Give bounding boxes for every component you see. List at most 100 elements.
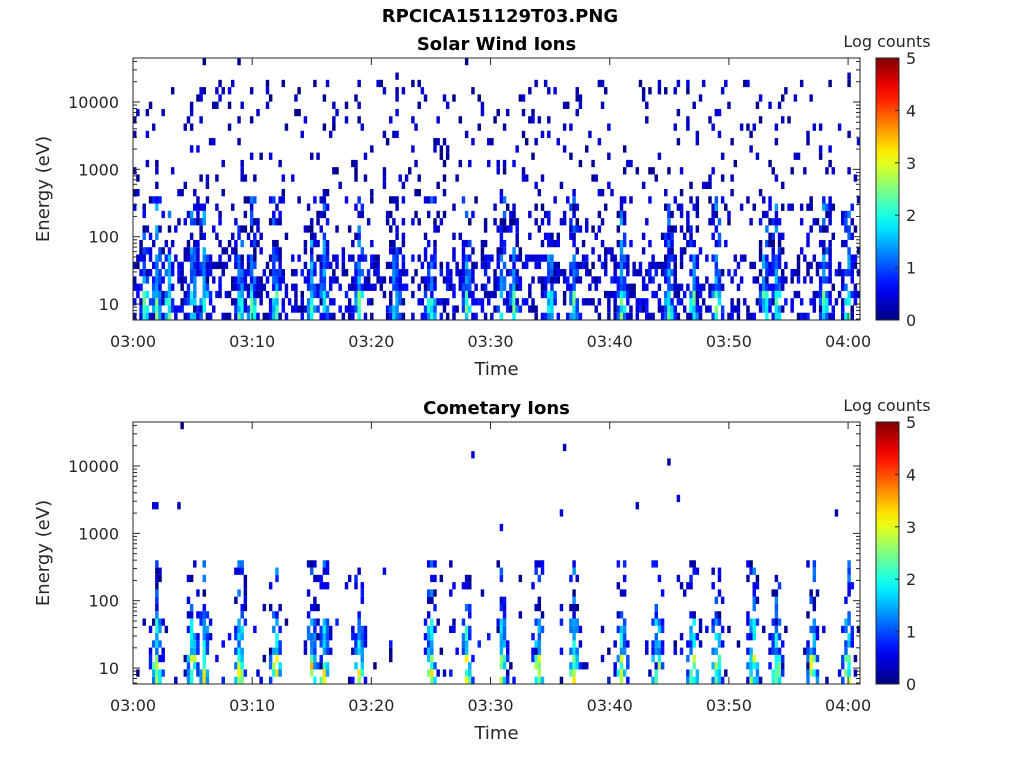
spectrogram-cell — [186, 596, 191, 604]
spectrogram-cell — [395, 72, 399, 80]
spectrogram-cell — [227, 312, 232, 320]
spectrogram-cell — [758, 247, 763, 255]
spectrogram-cell — [784, 298, 788, 306]
spectrogram-cell — [430, 647, 434, 655]
spectrogram-cell — [382, 290, 387, 299]
spectrogram-cell — [347, 254, 352, 262]
spectrogram-cell — [313, 596, 317, 604]
spectrogram-cell — [540, 218, 545, 226]
spectrogram-cell — [351, 312, 355, 320]
spectrogram-cell — [509, 283, 513, 291]
spectrogram-cell — [471, 451, 475, 459]
spectrogram-cell — [771, 247, 775, 255]
spectrogram-cell — [686, 79, 690, 88]
spectrogram-cell — [673, 196, 677, 204]
spectrogram-cell — [714, 108, 719, 117]
spectrogram-cell — [758, 116, 763, 124]
spectrogram-cell — [316, 618, 320, 626]
spectrogram-cell — [411, 218, 415, 226]
spectrogram-cell — [148, 101, 153, 109]
spectrogram-cell — [300, 305, 304, 313]
spectrogram-cell — [202, 574, 206, 583]
spectrogram-cell — [189, 603, 194, 612]
spectrogram-cell — [196, 640, 200, 648]
spectrogram-cell — [651, 640, 655, 648]
spectrogram-cell — [272, 269, 276, 277]
spectrogram-cell — [717, 589, 722, 597]
spectrogram-cell — [259, 298, 263, 306]
spectrogram-cell — [480, 589, 485, 597]
spectrogram-cell — [676, 283, 681, 291]
spectrogram-cell — [433, 138, 437, 146]
spectrogram-cell — [806, 138, 810, 146]
spectrogram-cell — [354, 305, 358, 313]
spectrogram-cell — [202, 640, 206, 648]
spectrogram-cell — [227, 123, 232, 131]
spectrogram-cell — [547, 269, 551, 277]
spectrogram-cell — [272, 305, 276, 313]
spectrogram-cell — [237, 305, 241, 313]
spectrogram-cell — [534, 218, 538, 226]
spectrogram-cell — [170, 269, 175, 277]
spectrogram-cell — [619, 210, 624, 219]
spectrogram-cell — [310, 269, 314, 277]
spectrogram-cell — [812, 625, 817, 634]
spectrogram-cell — [395, 261, 399, 270]
spectrogram-cell — [524, 298, 529, 306]
spectrogram-cell — [322, 203, 327, 211]
spectrogram-cell — [752, 312, 756, 320]
x-tick-label: 03:50 — [706, 696, 752, 715]
spectrogram-cell — [303, 116, 308, 124]
spectrogram-cell — [509, 225, 513, 233]
spectrogram-cell — [246, 232, 251, 240]
spectrogram-cell — [452, 290, 456, 299]
spectrogram-cell — [145, 225, 150, 233]
spectrogram-cell — [328, 130, 333, 139]
spectrogram-cell — [322, 560, 327, 568]
spectrogram-cell — [151, 298, 156, 306]
spectrogram-cell — [528, 116, 532, 124]
spectrogram-cell — [468, 218, 472, 226]
spectrogram-cell — [822, 312, 826, 320]
spectrogram-cell — [777, 247, 782, 255]
spectrogram-cell — [351, 283, 355, 291]
spectrogram-cell — [237, 290, 241, 299]
spectrogram-cell — [265, 261, 270, 270]
spectrogram-cell — [313, 232, 317, 240]
spectrogram-cell — [265, 290, 270, 299]
spectrogram-cell — [818, 123, 823, 131]
spectrogram-cell — [774, 647, 779, 655]
spectrogram-cell — [256, 218, 260, 226]
spectrogram-cell — [550, 290, 554, 299]
spectrogram-cell — [275, 633, 279, 641]
spectrogram-cell — [815, 269, 820, 277]
spectrogram-cell — [499, 603, 504, 612]
spectrogram-cell — [319, 582, 323, 590]
spectrogram-cell — [442, 189, 447, 197]
spectrogram-cell — [796, 269, 801, 277]
spectrogram-cell — [689, 239, 693, 248]
spectrogram-cell — [423, 276, 428, 284]
spectrogram-cell — [272, 218, 276, 226]
spectrogram-cell — [275, 239, 279, 248]
spectrogram-cell — [619, 305, 624, 313]
spectrogram-cell — [752, 676, 756, 684]
spectrogram-cell — [237, 640, 241, 648]
spectrogram-cell — [502, 654, 507, 663]
spectrogram-cell — [736, 283, 741, 291]
spectrogram-cell — [673, 290, 677, 299]
spectrogram-cell — [155, 596, 159, 604]
spectrogram-cell — [651, 312, 655, 320]
spectrogram-cell — [401, 181, 406, 189]
spectrogram-cell — [240, 225, 244, 233]
spectrogram-cell — [215, 87, 219, 95]
spectrogram-cell — [521, 298, 526, 306]
spectrogram-cell — [638, 269, 643, 277]
spectrogram-cell — [714, 290, 719, 299]
spectrogram-cell — [531, 152, 535, 160]
spectrogram-cell — [572, 290, 576, 299]
spectrogram-cell — [145, 130, 150, 139]
spectrogram-cell — [739, 276, 744, 284]
spectrogram-cell — [717, 618, 722, 626]
spectrogram-cell — [215, 261, 219, 270]
